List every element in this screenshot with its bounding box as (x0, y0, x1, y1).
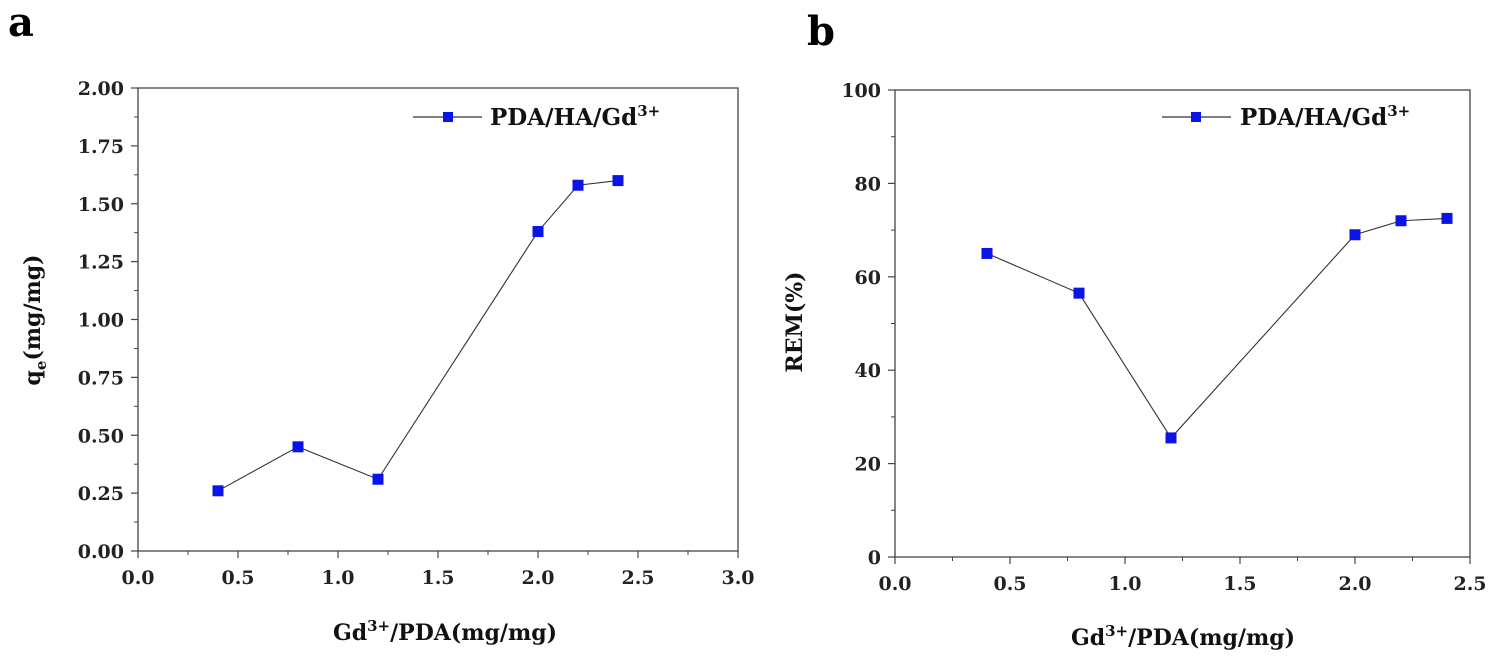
legend-label-a: PDA/HA/Gd3+ (490, 102, 660, 131)
legend-label-b: PDA/HA/Gd3+ (1240, 102, 1410, 131)
y-tick-label: 60 (855, 267, 881, 289)
x-tick-label: 2.0 (1338, 573, 1371, 595)
series-line (217, 180, 619, 492)
legend-marker-b (1191, 112, 1201, 122)
axis-ticks-b: 0.0 0.5 1.0 1.5 2.0 2.5 0 20 40 60 80 100 (841, 80, 1486, 595)
y-tick-label: 0.25 (78, 483, 124, 505)
x-tick-label: 1.5 (421, 567, 454, 589)
panel-b: b 0.0 0.5 1.0 1.5 2.0 2.5 0 20 40 60 80 100 PDA/HA/… (782, 8, 1487, 651)
data-point (1165, 432, 1177, 444)
y-tick-label: 0.50 (78, 425, 124, 447)
data-point (372, 473, 384, 485)
y-tick-label: 1.50 (78, 194, 124, 216)
data-point (1349, 229, 1361, 241)
data-point (981, 247, 993, 259)
legend-a: PDA/HA/Gd3+ (413, 102, 660, 131)
series-line-a (217, 180, 619, 492)
data-point (612, 175, 624, 187)
data-point (1395, 215, 1407, 227)
series-points-b (981, 212, 1453, 444)
x-tick-label: 0.5 (993, 573, 1026, 595)
data-point (572, 179, 584, 191)
y-tick-label: 0.00 (78, 541, 124, 563)
y-axis-label-a: qe(mg/mg) (20, 254, 50, 385)
panel-a: a 0.0 0.5 1.0 1.5 2.0 2.5 3.0 0.00 0.25 0.50 0.75 1… (8, 0, 755, 646)
y-tick-label: 40 (855, 360, 881, 382)
plot-frame-a (137, 87, 739, 552)
x-axis-label-b: Gd3+/PDA(mg/mg) (1071, 622, 1295, 651)
x-tick-label: 1.0 (321, 567, 354, 589)
x-tick-label: 1.5 (1223, 573, 1256, 595)
y-tick-label: 100 (841, 80, 881, 102)
y-tick-label: 0 (868, 547, 881, 569)
y-tick-label: 20 (855, 454, 881, 476)
panel-letter-a: a (8, 0, 34, 46)
series-line (986, 217, 1448, 439)
series-points-a (212, 175, 624, 497)
data-point (292, 441, 304, 453)
x-tick-label: 0.0 (878, 573, 911, 595)
panel-letter-b: b (807, 8, 835, 55)
plot-frame-b (894, 89, 1471, 558)
y-tick-label: 0.75 (78, 367, 124, 389)
x-tick-label: 1.0 (1108, 573, 1141, 595)
x-axis-label-a: Gd3+/PDA(mg/mg) (333, 617, 557, 646)
x-tick-label: 3.0 (721, 567, 754, 589)
data-point (532, 226, 544, 238)
data-point (1073, 287, 1085, 299)
x-tick-label: 2.5 (1453, 573, 1486, 595)
y-tick-label: 2.00 (78, 78, 124, 100)
data-point (212, 485, 224, 497)
x-tick-label: 2.5 (621, 567, 654, 589)
legend-b: PDA/HA/Gd3+ (1162, 102, 1410, 131)
y-axis-label-b: REM(%) (782, 271, 808, 372)
y-tick-label: 80 (855, 173, 881, 195)
x-tick-label: 0.0 (121, 567, 154, 589)
x-tick-label: 2.0 (521, 567, 554, 589)
axis-ticks-a: 0.0 0.5 1.0 1.5 2.0 2.5 3.0 0.00 0.25 0.50 0.75 1.0… (78, 78, 755, 589)
series-line-b (986, 217, 1448, 439)
y-tick-label: 1.25 (78, 252, 124, 274)
legend-marker-a (443, 112, 453, 122)
y-tick-label: 1.75 (78, 136, 124, 158)
data-point (1441, 212, 1453, 224)
y-tick-label: 1.00 (78, 310, 124, 332)
x-tick-label: 0.5 (221, 567, 254, 589)
